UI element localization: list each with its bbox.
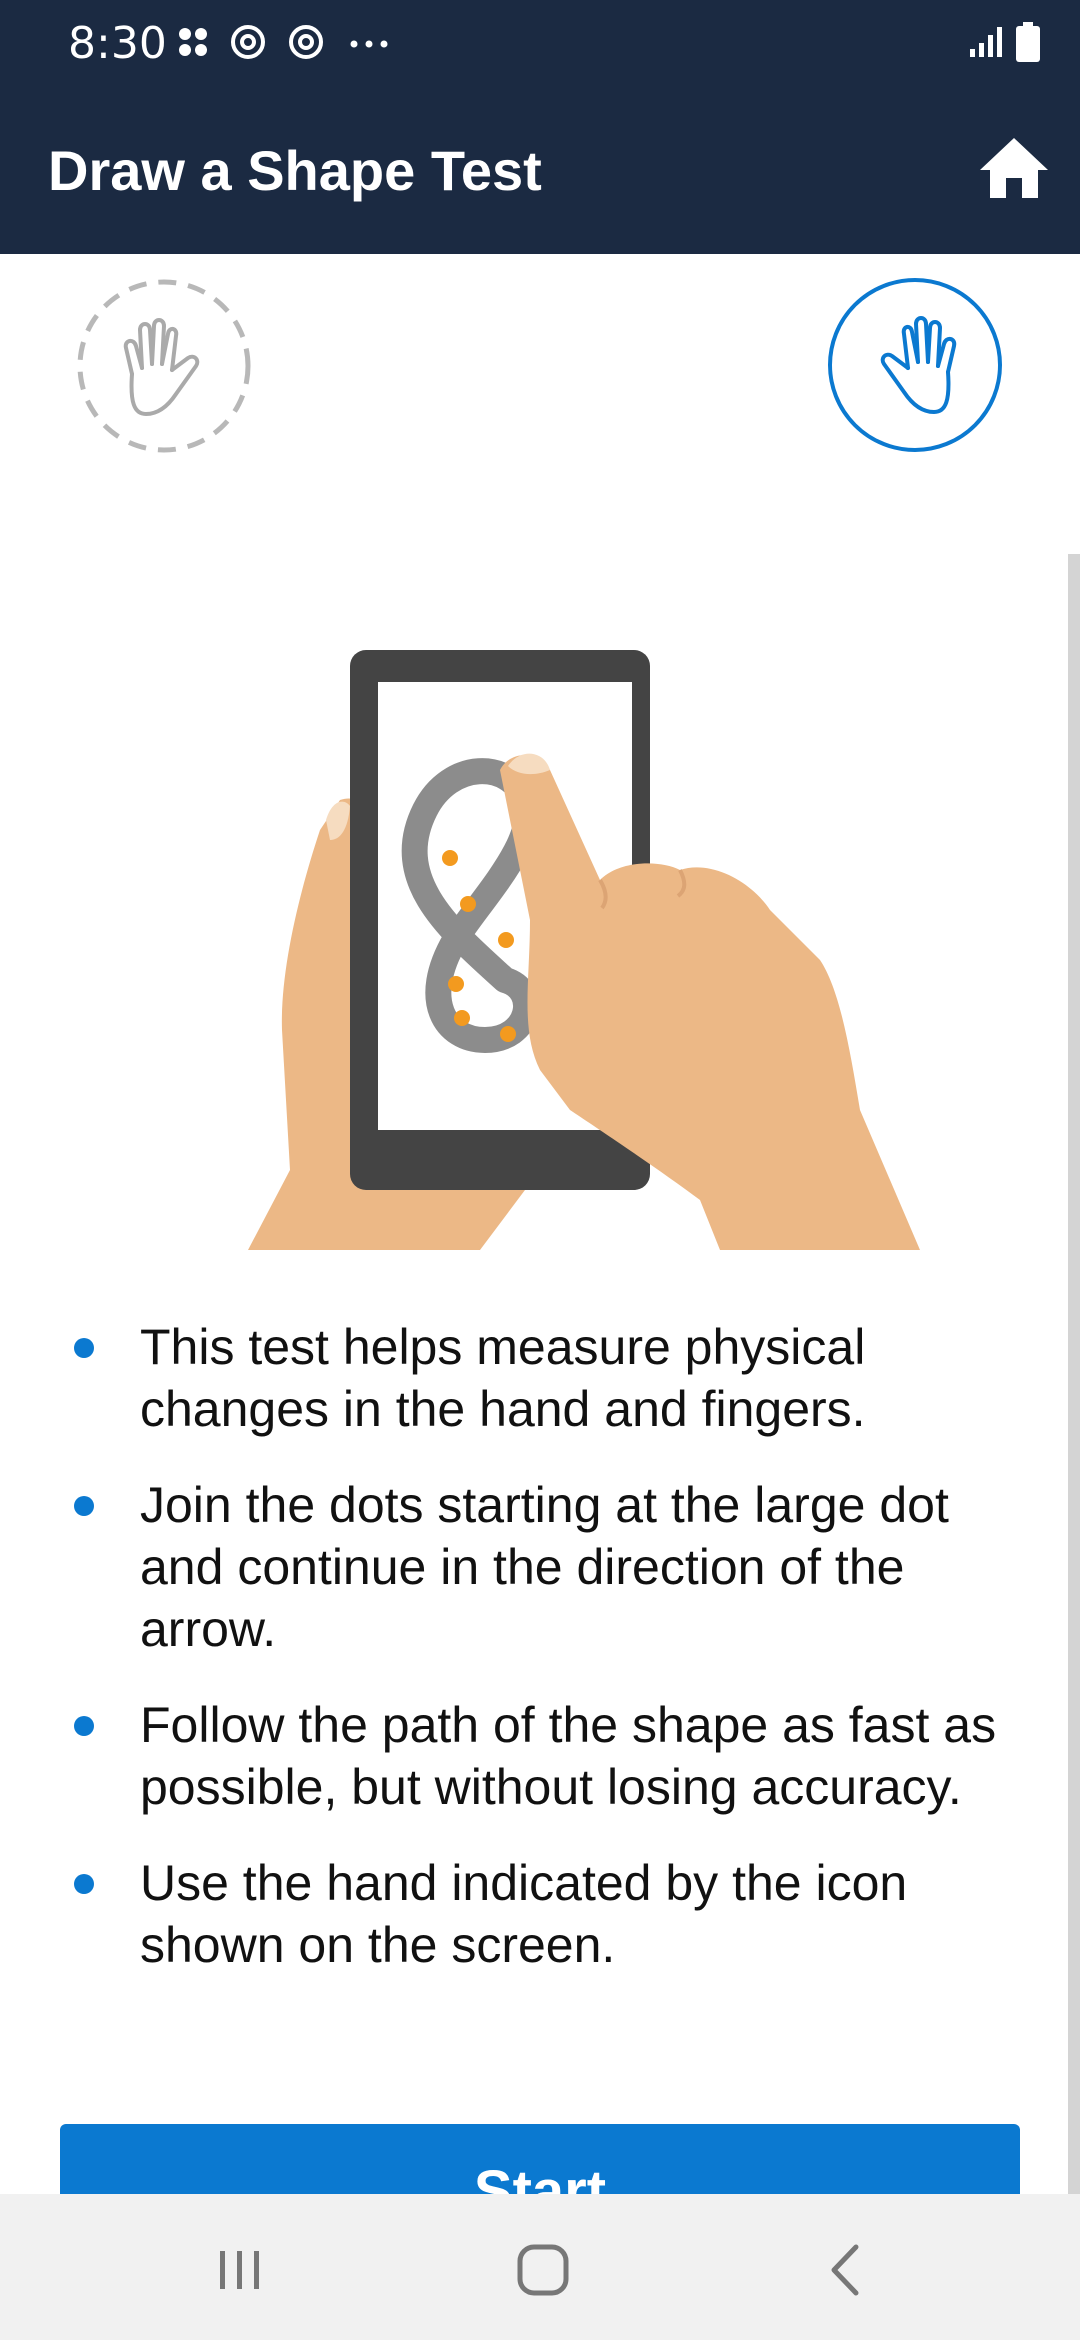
- sync-icon: [289, 25, 323, 59]
- bullet: [74, 1874, 94, 1894]
- status-icons-left: [176, 22, 394, 62]
- list-item: Join the dots starting at the large dot …: [60, 1474, 1020, 1660]
- list-item: This test helps measure physical changes…: [60, 1316, 1020, 1440]
- left-hand-shape: [248, 798, 540, 1250]
- app-bar: Draw a Shape Test: [0, 84, 1080, 254]
- instruction-text: Join the dots starting at the large dot …: [140, 1477, 949, 1657]
- bullet: [74, 1716, 94, 1736]
- home-circle-icon: [517, 2244, 569, 2296]
- list-item: Use the hand indicated by the icon shown…: [60, 1852, 1020, 1976]
- instruction-list: This test helps measure physical changes…: [60, 1316, 1020, 2010]
- page-title: Draw a Shape Test: [48, 139, 542, 202]
- instruction-text: This test helps measure physical changes…: [140, 1319, 866, 1437]
- back-icon: [831, 2244, 859, 2296]
- bullet: [74, 1496, 94, 1516]
- instruction-text: Follow the path of the shape as fast as …: [140, 1697, 997, 1815]
- sync-icon: [231, 25, 265, 59]
- left-hand-selector: [76, 278, 252, 454]
- start-button-label: Start: [473, 2159, 607, 2194]
- nav-home-button[interactable]: [503, 2230, 583, 2310]
- right-hand-icon: [828, 278, 1002, 452]
- status-time: 8:30: [68, 18, 167, 69]
- right-hand-selector[interactable]: [826, 276, 1004, 454]
- list-item: Follow the path of the shape as fast as …: [60, 1694, 1020, 1818]
- phone-illustration: [248, 650, 920, 1250]
- back-button[interactable]: [806, 2230, 886, 2310]
- left-hand-icon: [77, 279, 251, 453]
- bullet: [74, 1338, 94, 1358]
- status-bar: 8:30: [0, 0, 1080, 84]
- recents-icon: [220, 2251, 259, 2289]
- status-icons-right: [968, 20, 1040, 64]
- scrollbar[interactable]: [1068, 554, 1080, 2194]
- right-hand-shape: [500, 755, 920, 1250]
- apps-icon: [179, 28, 207, 56]
- content-area: This test helps measure physical changes…: [0, 254, 1080, 2194]
- more-dots-icon: [350, 40, 388, 48]
- recents-button[interactable]: [200, 2230, 280, 2310]
- home-button[interactable]: [976, 130, 1052, 206]
- signal-icon: [970, 27, 1002, 57]
- instruction-text: Use the hand indicated by the icon shown…: [140, 1855, 908, 1973]
- battery-icon: [1016, 22, 1040, 62]
- navigation-bar: [0, 2194, 1080, 2340]
- home-icon: [980, 138, 1048, 198]
- start-button[interactable]: Start: [60, 2124, 1020, 2194]
